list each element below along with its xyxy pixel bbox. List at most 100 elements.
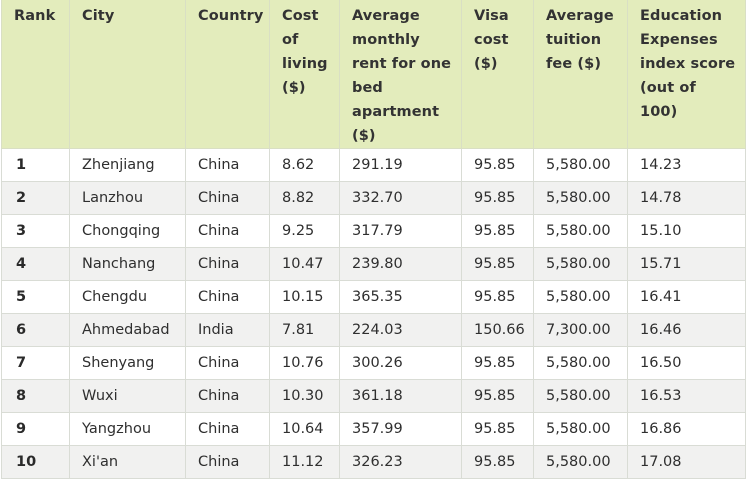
header-average-tuition-fee: Average tuition fee ($): [533, 0, 628, 149]
monthly-rent-cell: 239.80: [339, 247, 462, 281]
table-row: 6 Ahmedabad India 7.81 224.03 150.66 7,300.00 1…: [1, 313, 746, 347]
rank-cell: 8: [1, 379, 70, 413]
index-score-cell: 16.50: [627, 346, 746, 380]
table-row: 3 Chongqing China 9.25 317.79 95.85 5,580.00 15…: [1, 214, 746, 248]
cost-of-living-cell: 10.15: [269, 280, 340, 314]
tuition-fee-cell: 5,580.00: [533, 280, 628, 314]
header-city: City: [69, 0, 186, 149]
visa-cost-cell: 95.85: [461, 148, 534, 182]
tuition-fee-cell: 5,580.00: [533, 445, 628, 479]
index-score-cell: 15.71: [627, 247, 746, 281]
city-cell: Chengdu: [69, 280, 186, 314]
cost-of-living-cell: 7.81: [269, 313, 340, 347]
city-cell: Lanzhou: [69, 181, 186, 215]
rank-cell: 1: [1, 148, 70, 182]
tuition-fee-cell: 5,580.00: [533, 379, 628, 413]
monthly-rent-cell: 224.03: [339, 313, 462, 347]
visa-cost-cell: 95.85: [461, 181, 534, 215]
rank-cell: 7: [1, 346, 70, 380]
tuition-fee-cell: 5,580.00: [533, 181, 628, 215]
tuition-fee-cell: 5,580.00: [533, 346, 628, 380]
index-score-cell: 16.53: [627, 379, 746, 413]
header-education-index-score: Education Expenses index score (out of 1…: [627, 0, 746, 149]
table-row: 4 Nanchang China 10.47 239.80 95.85 5,580.00 15…: [1, 247, 746, 281]
rank-cell: 4: [1, 247, 70, 281]
index-score-cell: 16.41: [627, 280, 746, 314]
visa-cost-cell: 150.66: [461, 313, 534, 347]
monthly-rent-cell: 300.26: [339, 346, 462, 380]
header-visa-cost: Visa cost ($): [461, 0, 534, 149]
visa-cost-cell: 95.85: [461, 445, 534, 479]
cost-of-living-cell: 10.64: [269, 412, 340, 446]
header-row: Rank City Country Cost of living ($) Ave…: [1, 0, 746, 149]
country-cell: China: [185, 445, 270, 479]
tuition-fee-cell: 5,580.00: [533, 247, 628, 281]
table-row: 2 Lanzhou China 8.82 332.70 95.85 5,580.00 14.7…: [1, 181, 746, 215]
country-cell: China: [185, 247, 270, 281]
monthly-rent-cell: 357.99: [339, 412, 462, 446]
city-cell: Ahmedabad: [69, 313, 186, 347]
visa-cost-cell: 95.85: [461, 346, 534, 380]
index-score-cell: 14.78: [627, 181, 746, 215]
rank-cell: 9: [1, 412, 70, 446]
rank-cell: 3: [1, 214, 70, 248]
rank-cell: 10: [1, 445, 70, 479]
cost-of-living-cell: 8.62: [269, 148, 340, 182]
tuition-fee-cell: 5,580.00: [533, 412, 628, 446]
monthly-rent-cell: 291.19: [339, 148, 462, 182]
visa-cost-cell: 95.85: [461, 280, 534, 314]
visa-cost-cell: 95.85: [461, 214, 534, 248]
country-cell: China: [185, 214, 270, 248]
visa-cost-cell: 95.85: [461, 247, 534, 281]
cost-of-living-cell: 9.25: [269, 214, 340, 248]
city-cell: Shenyang: [69, 346, 186, 380]
country-cell: China: [185, 412, 270, 446]
rank-cell: 6: [1, 313, 70, 347]
table-row: 9 Yangzhou China 10.64 357.99 95.85 5,580.00 16…: [1, 412, 746, 446]
country-cell: China: [185, 280, 270, 314]
table-header: Rank City Country Cost of living ($) Ave…: [1, 0, 746, 149]
cost-of-living-cell: 8.82: [269, 181, 340, 215]
index-score-cell: 17.08: [627, 445, 746, 479]
monthly-rent-cell: 365.35: [339, 280, 462, 314]
header-average-monthly-rent: Average monthly rent for one bed apartme…: [339, 0, 462, 149]
city-cell: Yangzhou: [69, 412, 186, 446]
monthly-rent-cell: 326.23: [339, 445, 462, 479]
city-cell: Xi'an: [69, 445, 186, 479]
cost-of-living-cell: 10.76: [269, 346, 340, 380]
monthly-rent-cell: 317.79: [339, 214, 462, 248]
table-row: 7 Shenyang China 10.76 300.26 95.85 5,580.00 16…: [1, 346, 746, 380]
table-row: 5 Chengdu China 10.15 365.35 95.85 5,580.00 16.…: [1, 280, 746, 314]
country-cell: India: [185, 313, 270, 347]
visa-cost-cell: 95.85: [461, 379, 534, 413]
cost-of-living-cell: 11.12: [269, 445, 340, 479]
index-score-cell: 16.46: [627, 313, 746, 347]
country-cell: China: [185, 148, 270, 182]
tuition-fee-cell: 7,300.00: [533, 313, 628, 347]
country-cell: China: [185, 379, 270, 413]
country-cell: China: [185, 346, 270, 380]
city-cell: Wuxi: [69, 379, 186, 413]
cost-of-living-cell: 10.47: [269, 247, 340, 281]
tuition-fee-cell: 5,580.00: [533, 214, 628, 248]
header-rank: Rank: [1, 0, 70, 149]
index-score-cell: 15.10: [627, 214, 746, 248]
city-cell: Nanchang: [69, 247, 186, 281]
tuition-fee-cell: 5,580.00: [533, 148, 628, 182]
rank-cell: 5: [1, 280, 70, 314]
index-score-cell: 14.23: [627, 148, 746, 182]
table-row: 1 Zhenjiang China 8.62 291.19 95.85 5,580.00 14…: [1, 148, 746, 182]
monthly-rent-cell: 361.18: [339, 379, 462, 413]
table-row: 8 Wuxi China 10.30 361.18 95.85 5,580.00 16.53: [1, 379, 746, 413]
visa-cost-cell: 95.85: [461, 412, 534, 446]
table-body: 1 Zhenjiang China 8.62 291.19 95.85 5,580.00 14…: [1, 148, 746, 479]
header-country: Country: [185, 0, 270, 149]
index-score-cell: 16.86: [627, 412, 746, 446]
cost-of-living-cell: 10.30: [269, 379, 340, 413]
rank-cell: 2: [1, 181, 70, 215]
city-cell: Zhenjiang: [69, 148, 186, 182]
country-cell: China: [185, 181, 270, 215]
table-row: 10 Xi'an China 11.12 326.23 95.85 5,580.00 17.0…: [1, 445, 746, 479]
city-cell: Chongqing: [69, 214, 186, 248]
